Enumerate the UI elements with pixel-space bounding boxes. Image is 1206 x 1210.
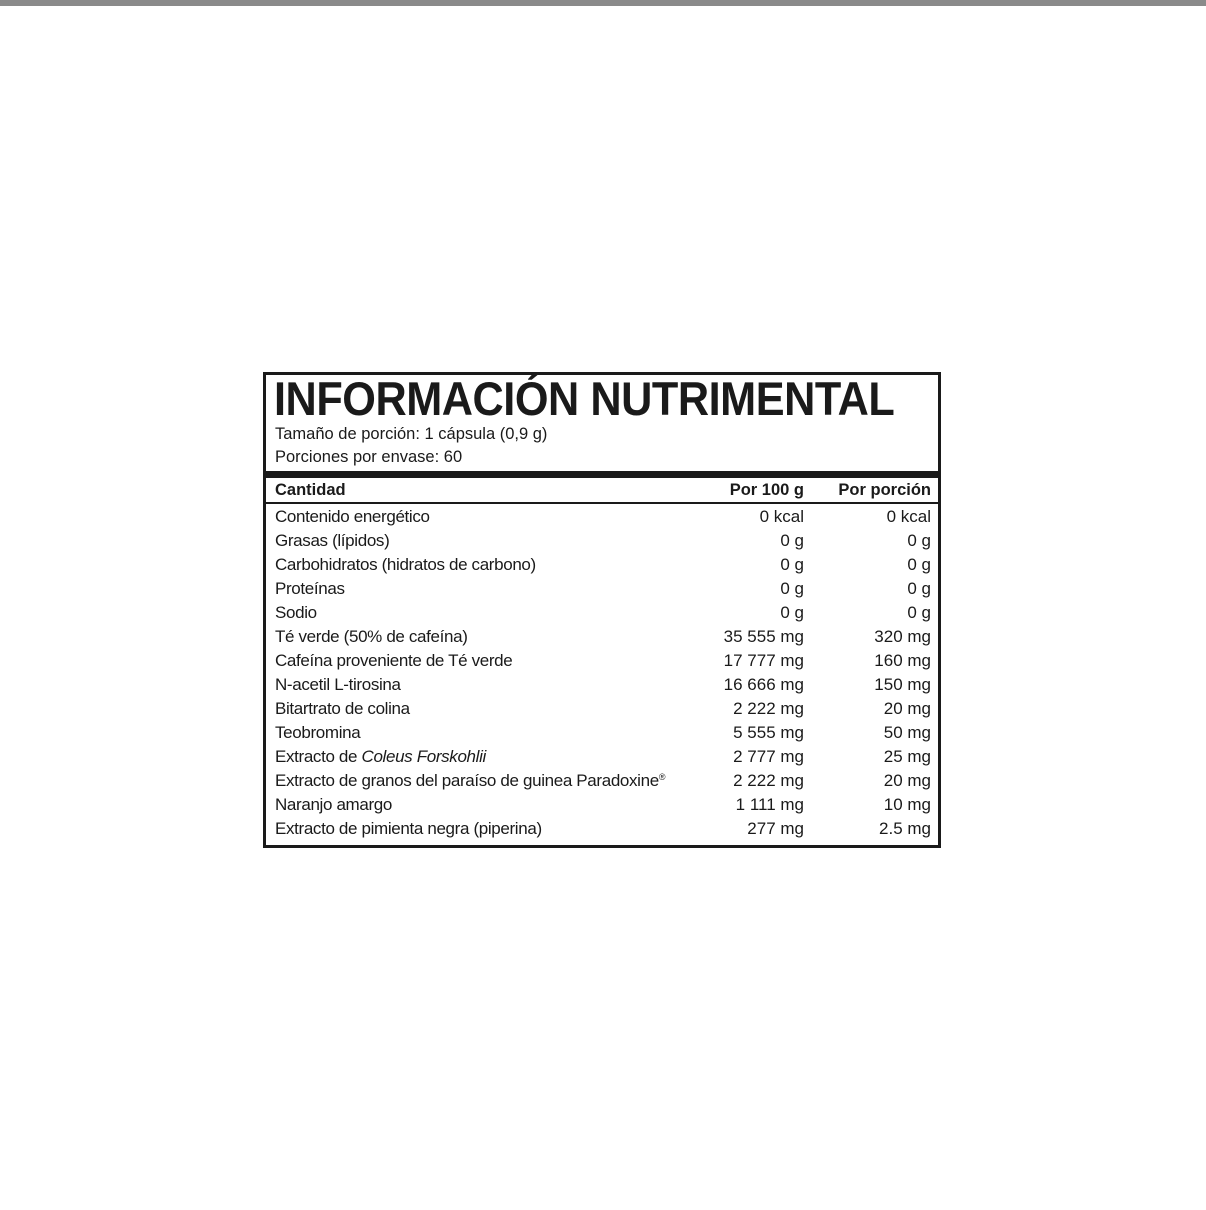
row-per-serving: 0 kcal <box>886 507 931 526</box>
row-name-text: Extracto de <box>275 747 362 766</box>
row-name: Extracto de pimienta negra (piperina) <box>275 817 542 841</box>
row-name: Carbohidratos (hidratos de carbono) <box>275 553 536 577</box>
row-per100: 0 kcal <box>759 507 804 526</box>
top-bar <box>0 0 1206 6</box>
row-per100: 277 mg <box>747 819 804 838</box>
nutrition-label: INFORMACIÓN NUTRIMENTAL Tamaño de porció… <box>263 372 941 848</box>
row-name-text: Grasas (lípidos) <box>275 531 390 550</box>
row-name: Extracto de granos del paraíso de guinea… <box>275 769 665 793</box>
table-row: Proteínas 0 g 0 g <box>266 577 938 601</box>
row-per-serving: 25 mg <box>883 747 931 766</box>
row-name: Grasas (lípidos) <box>275 529 390 553</box>
row-per100: 0 g <box>780 579 804 598</box>
row-name: Cafeína proveniente de Té verde <box>275 649 513 673</box>
row-name-text: Teobromina <box>275 723 361 742</box>
row-name: Té verde (50% de cafeína) <box>275 625 468 649</box>
row-name-text: Contenido energético <box>275 507 430 526</box>
row-name-text: Sodio <box>275 603 317 622</box>
serving-info: Tamaño de porción: 1 cápsula (0,9 g) Por… <box>275 423 547 469</box>
row-per-serving: 20 mg <box>883 699 931 718</box>
row-per100: 0 g <box>780 555 804 574</box>
table-row: Sodio 0 g 0 g <box>266 601 938 625</box>
row-name: Teobromina <box>275 721 361 745</box>
table-row: Grasas (lípidos) 0 g 0 g <box>266 529 938 553</box>
row-per100: 0 g <box>780 603 804 622</box>
servings-per-container: Porciones por envase: 60 <box>275 448 463 466</box>
header-per100: Por 100 g <box>729 481 804 499</box>
header-per-serving: Por porción <box>838 481 931 499</box>
row-name-italic: Coleus Forskohlii <box>361 747 487 766</box>
row-name-text: Cafeína proveniente de Té verde <box>275 651 513 670</box>
header-name: Cantidad <box>275 481 346 499</box>
row-per-serving: 0 g <box>907 579 931 598</box>
row-name: Extracto de Coleus Forskohlii <box>275 745 486 769</box>
row-per100: 2 222 mg <box>733 771 804 790</box>
row-name-text: Naranjo amargo <box>275 795 392 814</box>
table-row: Carbohidratos (hidratos de carbono) 0 g … <box>266 553 938 577</box>
row-name-text: Carbohidratos (hidratos de carbono) <box>275 555 536 574</box>
row-per100: 17 777 mg <box>723 651 804 670</box>
registered-mark: ® <box>658 772 666 782</box>
row-name-text: Bitartrato de colina <box>275 699 410 718</box>
row-per-serving: 0 g <box>907 531 931 550</box>
row-name-text: Extracto de granos del paraíso de guinea… <box>275 771 659 790</box>
row-name: Naranjo amargo <box>275 793 392 817</box>
table-row: Té verde (50% de cafeína) 35 555 mg 320 … <box>266 625 938 649</box>
table-row: Contenido energético 0 kcal 0 kcal <box>266 505 938 529</box>
table-row: Teobromina 5 555 mg 50 mg <box>266 721 938 745</box>
row-per-serving: 50 mg <box>883 723 931 742</box>
row-name: Proteínas <box>275 577 345 601</box>
row-name: Contenido energético <box>275 505 430 529</box>
serving-size: Tamaño de porción: 1 cápsula (0,9 g) <box>275 425 548 443</box>
thick-divider <box>266 471 938 478</box>
row-per-serving: 20 mg <box>883 771 931 790</box>
table-row: N-acetil L-tirosina 16 666 mg 150 mg <box>266 673 938 697</box>
table-row: Cafeína proveniente de Té verde 17 777 m… <box>266 649 938 673</box>
table-row: Extracto de granos del paraíso de guinea… <box>266 769 938 793</box>
table-row: Extracto de Coleus Forskohlii 2 777 mg 2… <box>266 745 938 769</box>
table-row: Extracto de pimienta negra (piperina) 27… <box>266 817 938 841</box>
table-header: Cantidad Por 100 g Por porción <box>266 478 938 504</box>
table-row: Naranjo amargo 1 111 mg 10 mg <box>266 793 938 817</box>
row-name-text: Extracto de pimienta negra (piperina) <box>275 819 542 838</box>
row-name: N-acetil L-tirosina <box>275 673 401 697</box>
row-per-serving: 320 mg <box>874 627 931 646</box>
row-per100: 1 111 mg <box>735 795 804 814</box>
row-name-text: N-acetil L-tirosina <box>275 675 401 694</box>
row-per-serving: 10 mg <box>883 795 931 814</box>
row-per100: 2 222 mg <box>733 699 804 718</box>
row-per-serving: 0 g <box>907 603 931 622</box>
row-per100: 5 555 mg <box>733 723 804 742</box>
row-per-serving: 150 mg <box>874 675 931 694</box>
row-per-serving: 0 g <box>907 555 931 574</box>
row-name: Bitartrato de colina <box>275 697 410 721</box>
row-per100: 0 g <box>780 531 804 550</box>
label-title: INFORMACIÓN NUTRIMENTAL <box>274 372 895 425</box>
row-per100: 2 777 mg <box>733 747 804 766</box>
row-name: Sodio <box>275 601 317 625</box>
row-per-serving: 2.5 mg <box>879 819 931 838</box>
row-per100: 35 555 mg <box>723 627 804 646</box>
row-per100: 16 666 mg <box>723 675 804 694</box>
row-name-text: Té verde (50% de cafeína) <box>275 627 468 646</box>
row-name-text: Proteínas <box>275 579 345 598</box>
table-row: Bitartrato de colina 2 222 mg 20 mg <box>266 697 938 721</box>
row-per-serving: 160 mg <box>874 651 931 670</box>
